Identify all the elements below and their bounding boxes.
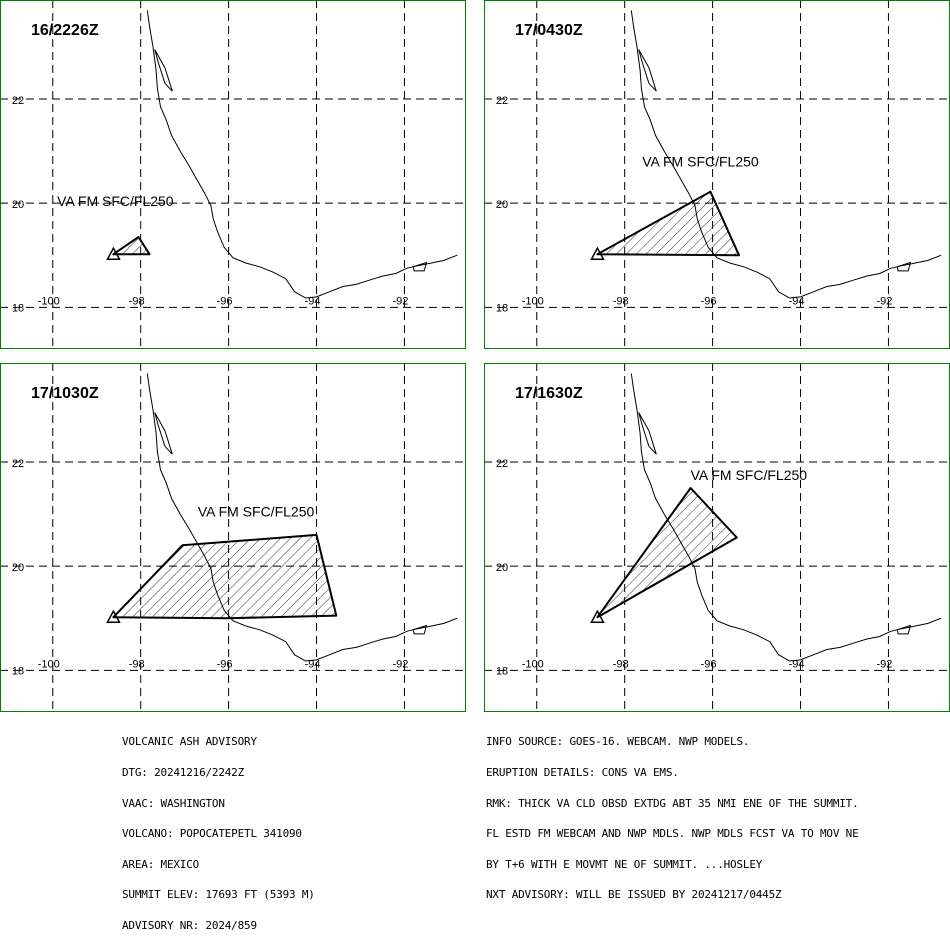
advisory-line: VOLCANO: POPOCATEPETL 341090 — [122, 827, 302, 841]
map-svg-4: 22 20 18 -100 -98 -96 -94 -92 17/1630Z VA FM SFC/… — [484, 363, 950, 712]
advisory-line: NXT ADVISORY: WILL BE ISSUED BY 20241217… — [486, 888, 782, 902]
panel-frame — [0, 0, 466, 349]
advisory-line: DTG: 20241216/2242Z — [122, 766, 245, 780]
longitude-tick-label: -98 — [613, 295, 629, 307]
advisory-line: BY T+6 WITH E MOVMT NE OF SUMMIT. ...HOS… — [486, 857, 763, 871]
lagoon-outline — [638, 412, 657, 455]
map-svg-3: 22 20 18 -100 -98 -96 -94 -92 17/1030Z VA FM SFC/… — [0, 363, 466, 712]
latitude-tick-label: 22 — [496, 458, 508, 470]
longitude-tick-label: -96 — [217, 658, 233, 670]
latitude-tick-label: 18 — [12, 302, 24, 314]
advisory-line: ERUPTION DETAILS: CONS VA EMS. — [486, 766, 679, 780]
map-svg-1: 22 20 18 -100 -98 -96 -94 -92 16/2226Z VA FM SFC/… — [0, 0, 466, 349]
longitude-tick-label: -96 — [701, 295, 717, 307]
coastline — [146, 373, 458, 662]
latitude-tick-label: 20 — [496, 562, 508, 574]
lagoon-outline — [412, 624, 428, 635]
map-panel-4: 22 20 18 -100 -98 -96 -94 -92 17/1630Z VA FM SFC/… — [484, 363, 950, 712]
valid-time-label: 17/1030Z — [31, 385, 99, 402]
lagoon-outline — [896, 624, 912, 635]
ash-cloud-label: VA FM SFC/FL250 — [198, 504, 315, 520]
advisory-line: INFO SOURCE: GOES-16. WEBCAM. NWP MODELS… — [486, 735, 750, 749]
longitude-tick-label: -100 — [522, 658, 544, 670]
valid-time-label: 17/1630Z — [515, 385, 583, 402]
ash-cloud-label: VA FM SFC/FL250 — [57, 193, 174, 209]
volcano-icon — [590, 609, 605, 623]
longitude-tick-label: -100 — [522, 295, 544, 307]
advisory-header-block: VOLCANIC ASH ADVISORY DTG: 20241216/2242… — [122, 717, 315, 941]
map-panel-3: 22 20 18 -100 -98 -96 -94 -92 17/1030Z VA FM SFC/… — [0, 363, 466, 712]
advisory-line: ADVISORY NR: 2024/859 — [122, 919, 257, 933]
map-panel-1: 22 20 18 -100 -98 -96 -94 -92 16/2226Z VA FM SFC/… — [0, 0, 466, 349]
ash-cloud-label: VA FM SFC/FL250 — [691, 467, 808, 483]
longitude-tick-label: -92 — [392, 658, 408, 670]
advisory-remarks-block: INFO SOURCE: GOES-16. WEBCAM. NWP MODELS… — [486, 717, 859, 911]
advisory-line: RMK: THICK VA CLD OBSD EXTDG ABT 35 NMI … — [486, 796, 859, 810]
latitude-tick-label: 18 — [496, 302, 508, 314]
longitude-tick-label: -100 — [38, 658, 60, 670]
map-background — [0, 0, 466, 349]
coastline — [630, 10, 942, 299]
ash-cloud-polygon — [112, 533, 338, 620]
coastline — [630, 373, 942, 662]
latitude-tick-label: 20 — [12, 199, 24, 211]
lagoon-outline — [154, 412, 173, 455]
longitude-tick-label: -98 — [129, 658, 145, 670]
latitude-tick-label: 22 — [12, 95, 24, 107]
latitude-tick-label: 18 — [496, 665, 508, 677]
longitude-tick-label: -94 — [305, 295, 321, 307]
volcano-icon — [106, 609, 121, 623]
valid-time-label: 16/2226Z — [31, 22, 99, 39]
lagoon-outline — [896, 261, 912, 272]
longitude-tick-label: -94 — [305, 658, 321, 670]
valid-time-label: 17/0430Z — [515, 22, 583, 39]
map-svg-2: 22 20 18 -100 -98 -96 -94 -92 17/0430Z VA FM SFC/… — [484, 0, 950, 349]
ash-cloud-polygon — [596, 190, 740, 257]
volcano-icon — [590, 246, 605, 260]
volcano-icon — [106, 246, 121, 260]
longitude-tick-label: -96 — [217, 295, 233, 307]
coastline — [146, 10, 458, 299]
advisory-line: SUMMIT ELEV: 17693 FT (5393 M) — [122, 888, 315, 902]
latitude-tick-label: 22 — [12, 458, 24, 470]
map-background — [484, 0, 950, 349]
longitude-tick-label: -94 — [789, 295, 805, 307]
ash-cloud-label: VA FM SFC/FL250 — [642, 154, 759, 170]
latitude-tick-label: 20 — [12, 562, 24, 574]
longitude-tick-label: -96 — [701, 658, 717, 670]
advisory-line: FL ESTD FM WEBCAM AND NWP MDLS. NWP MDLS… — [486, 827, 859, 841]
ash-cloud-polygon — [596, 487, 738, 619]
lagoon-outline — [638, 49, 657, 92]
lagoon-outline — [154, 49, 173, 92]
advisory-line: VOLCANIC ASH ADVISORY — [122, 735, 257, 749]
longitude-tick-label: -92 — [876, 658, 892, 670]
latitude-tick-label: 20 — [496, 199, 508, 211]
lagoon-outline — [412, 261, 428, 272]
map-panel-2: 22 20 18 -100 -98 -96 -94 -92 17/0430Z VA FM SFC/… — [484, 0, 950, 349]
advisory-line: VAAC: WASHINGTON — [122, 796, 225, 810]
panel-frame — [0, 363, 466, 712]
longitude-tick-label: -98 — [613, 658, 629, 670]
advisory-line: AREA: MEXICO — [122, 857, 200, 871]
latitude-tick-label: 22 — [496, 95, 508, 107]
longitude-tick-label: -100 — [38, 295, 60, 307]
longitude-tick-label: -94 — [789, 658, 805, 670]
latitude-tick-label: 18 — [12, 665, 24, 677]
map-background — [0, 363, 466, 712]
ash-cloud-polygon — [112, 236, 151, 256]
longitude-tick-label: -98 — [129, 295, 145, 307]
longitude-tick-label: -92 — [392, 295, 408, 307]
longitude-tick-label: -92 — [876, 295, 892, 307]
